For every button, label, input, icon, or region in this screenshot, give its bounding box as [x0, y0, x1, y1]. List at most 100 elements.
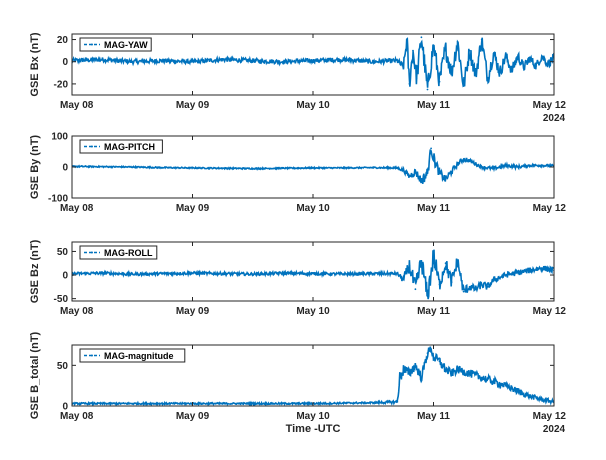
data-point	[486, 77, 489, 80]
data-point	[486, 285, 489, 288]
data-point	[161, 166, 164, 169]
data-point	[504, 274, 507, 276]
data-point	[504, 55, 507, 58]
data-point	[412, 49, 414, 52]
data-point	[456, 368, 459, 371]
data-point	[282, 60, 284, 63]
data-point	[372, 401, 375, 404]
x-tick-label: May 09	[176, 411, 210, 422]
data-point	[492, 380, 495, 383]
legend-label: MAG-ROLL	[104, 248, 153, 258]
legend-box	[79, 245, 158, 260]
data-point	[547, 63, 549, 65]
data-point	[221, 167, 224, 170]
data-point	[426, 88, 429, 91]
data-point	[523, 66, 525, 69]
data-point	[510, 69, 513, 72]
data-point	[468, 49, 471, 52]
panel-3: -50 0 50 May 08 May 09 May 10 May 11 May 12 GSE …	[29, 239, 566, 317]
data-point	[402, 169, 405, 172]
y-axis-label: GSE Bz (nT)	[29, 239, 41, 303]
data-point	[517, 390, 519, 393]
data-point	[462, 290, 465, 293]
x-tick-label: May 10	[296, 100, 330, 111]
x-tick-label: May 10	[296, 203, 330, 214]
data-point	[312, 167, 314, 169]
legend-label: MAG-YAW	[104, 40, 148, 50]
legend-label: MAG-PITCH	[104, 142, 155, 152]
data-point	[101, 272, 103, 275]
data-point	[101, 58, 103, 61]
data-point	[535, 65, 537, 68]
data-point	[131, 166, 134, 168]
x-tick-label: May 12	[533, 411, 567, 422]
x-tick-label: May 08	[60, 203, 94, 214]
legend-marker	[91, 43, 93, 46]
data-point	[406, 38, 408, 41]
x-tick-label: May 12	[533, 100, 567, 111]
y-tick-label: 0	[62, 163, 68, 174]
data-point	[251, 273, 254, 275]
x-tick-label: May 08	[60, 100, 94, 111]
data-point	[420, 260, 423, 262]
y-tick-label: 100	[51, 132, 68, 143]
data-point	[312, 272, 314, 275]
data-point	[426, 352, 429, 354]
data-point	[450, 170, 453, 173]
data-point	[480, 283, 483, 286]
data-point	[408, 372, 411, 375]
legend-box	[79, 348, 186, 363]
legend-marker	[91, 354, 93, 357]
data-point	[529, 57, 531, 60]
data-point	[529, 269, 531, 272]
data-point	[191, 167, 194, 169]
legend-marker	[91, 145, 93, 148]
y-tick-label: -50	[54, 294, 69, 305]
panel-4: 0 50 May 08 May 09 May 10 May 11 May 12 GSE B_t…	[29, 331, 566, 422]
x-tick-label: May 09	[176, 306, 210, 317]
data-point	[221, 58, 224, 61]
data-point	[396, 59, 399, 62]
legend: MAG-YAW	[79, 37, 152, 52]
data-point	[529, 395, 531, 398]
data-point	[450, 71, 453, 74]
data-point	[462, 85, 465, 87]
x-tick-label: May 11	[417, 203, 450, 214]
data-point	[372, 272, 375, 275]
data-point	[408, 264, 411, 267]
data-point	[468, 285, 471, 288]
data-point	[408, 83, 411, 85]
data-point	[504, 164, 507, 167]
data-point	[408, 175, 411, 178]
data-point	[456, 260, 459, 262]
x-tick-label: May 12	[533, 203, 567, 214]
y-tick-label: 50	[57, 361, 69, 372]
data-point	[432, 255, 435, 258]
data-point	[251, 59, 254, 62]
data-point	[498, 71, 501, 74]
data-point	[191, 272, 194, 275]
data-point	[430, 348, 432, 350]
data-point	[191, 60, 194, 63]
data-point	[282, 167, 284, 170]
data-point	[426, 172, 429, 175]
data-point	[420, 180, 423, 182]
data-point	[342, 167, 344, 169]
data-point	[282, 272, 284, 275]
y-tick-label: -100	[48, 194, 68, 205]
data-point	[462, 158, 465, 161]
x-tick-label: May 09	[176, 203, 210, 214]
data-point	[444, 262, 447, 265]
data-point	[492, 167, 495, 170]
data-point	[414, 288, 417, 291]
data-point	[468, 159, 471, 162]
data-point	[312, 59, 314, 62]
data-point	[504, 384, 507, 387]
data-point	[342, 58, 344, 61]
y-tick-label: 0	[62, 271, 68, 282]
x-axis-label: Time -UTC	[286, 423, 341, 435]
data-point	[456, 40, 459, 43]
legend: MAG-ROLL	[79, 245, 158, 260]
data-point	[438, 172, 441, 175]
data-point	[456, 163, 459, 165]
